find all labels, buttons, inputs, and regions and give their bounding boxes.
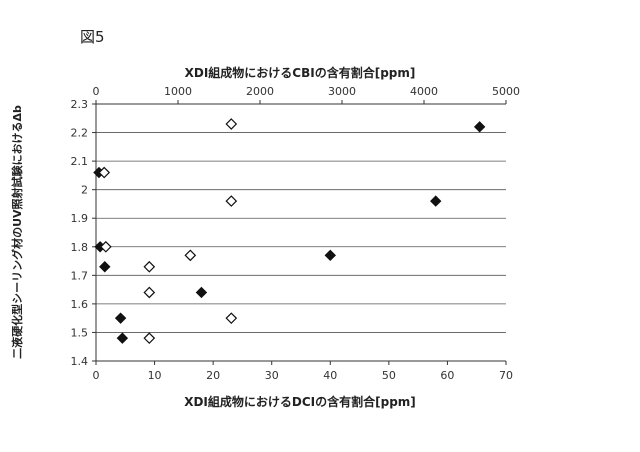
x-bottom-axis-title: XDI組成物におけるDCIの含有割合[ppm] [184,394,416,409]
cbi-data-point [226,196,236,206]
x-top-tick-labels: 0 1000 2000 3000 4000 5000 [93,85,521,98]
y-tick-label: 1.9 [71,212,89,225]
x-bottom-tick-label: 60 [440,369,454,382]
dci-data-point [475,122,485,132]
x-top-tick-label: 3000 [328,85,356,98]
x-top-tick-label: 0 [93,85,100,98]
x-bottom-tick-label: 50 [382,369,396,382]
x-bottom-tick-label: 40 [323,369,337,382]
x-bottom-tick-label: 20 [206,369,220,382]
x-bottom-tick-labels: 0 10 20 30 40 50 60 70 [93,369,514,382]
dci-data-point [116,313,126,323]
cbi-data-point [144,333,154,343]
x-top-tick-label: 4000 [410,85,438,98]
y-tick-label: 2.2 [71,127,89,140]
y-tick-label: 1.6 [71,298,89,311]
cbi-data-point [144,262,154,272]
y-tick-label: 1.7 [71,269,89,282]
y-tick-label: 2.1 [71,155,89,168]
dci-data-point [100,262,110,272]
y-tick-label: 1.5 [71,326,89,339]
y-tick-label: 2 [81,184,88,197]
grid-lines [96,104,506,361]
y-tick-label: 1.8 [71,241,89,254]
cbi-data-point [226,119,236,129]
x-top-tick-label: 1000 [164,85,192,98]
cbi-data-point [226,313,236,323]
x-bottom-tick-label: 30 [265,369,279,382]
dci-data-point [117,333,127,343]
x-top-tick-label: 5000 [492,85,520,98]
dci-data-point [431,196,441,206]
data-points [94,119,485,343]
cbi-data-point [185,250,195,260]
cbi-data-point [101,242,111,252]
x-top-axis-title: XDI組成物におけるCBIの含有割合[ppm] [185,65,416,80]
y-axis-title: 二液硬化型シーリング材のUV照射試験におけるΔb [10,105,24,359]
y-tick-label: 1.4 [71,355,89,368]
x-bottom-tick-label: 10 [148,369,162,382]
x-bottom-tick-label: 0 [93,369,100,382]
cbi-data-point [144,287,154,297]
axes [92,100,506,365]
dci-data-point [325,250,335,260]
x-top-tick-label: 2000 [246,85,274,98]
y-tick-labels: 1.4 1.5 1.6 1.7 1.8 1.9 2 2.1 2.2 2.3 [71,98,89,368]
dci-data-point [196,287,206,297]
y-tick-label: 2.3 [71,98,89,111]
x-bottom-tick-label: 70 [499,369,513,382]
